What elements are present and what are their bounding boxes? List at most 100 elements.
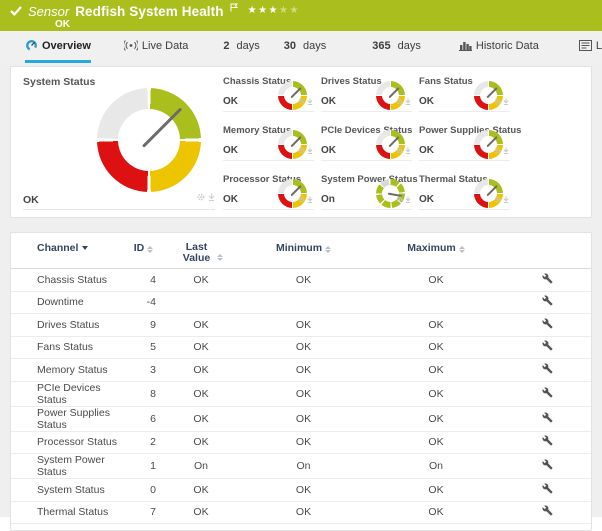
channel-settings-icon[interactable]: [542, 273, 553, 287]
channel-settings-icon[interactable]: [542, 505, 553, 519]
channel-last-value: OK: [166, 501, 236, 524]
tab-365-days[interactable]: 365 days: [372, 39, 421, 52]
gauge-value: OK: [223, 145, 238, 156]
tab-bar: Overview Live Data 2 days 30 days 365 days …: [0, 31, 602, 63]
column-header-minimum[interactable]: Minimum: [236, 233, 371, 269]
channel-name[interactable]: Drives Status: [11, 313, 121, 337]
channel-name[interactable]: Thermal Status: [11, 501, 121, 524]
channel-name[interactable]: Power Supplies Status: [11, 406, 121, 432]
tab-log[interactable]: Log: [578, 31, 602, 63]
gauge-pin-icon[interactable]: [503, 141, 509, 159]
channel-settings-icon[interactable]: [542, 435, 553, 449]
mini-gauge[interactable]: [376, 179, 405, 208]
mini-gauge[interactable]: [278, 179, 307, 208]
mini-gauge[interactable]: [278, 130, 307, 159]
gauge-pin-icon[interactable]: [405, 141, 411, 159]
mini-gauge[interactable]: [278, 81, 307, 110]
gauge-title: Drives Status: [321, 76, 382, 87]
channel-name[interactable]: Chassis Status: [11, 268, 121, 292]
channel-name[interactable]: Processor Status: [11, 431, 121, 454]
gauge-pin-icon[interactable]: [307, 141, 313, 159]
gauge-settings-icon[interactable]: [396, 92, 403, 110]
table-row: Fans Status 5 OK OK OK: [11, 336, 591, 359]
gauge-title: Chassis Status: [223, 76, 292, 87]
gauge-settings-icon[interactable]: [197, 188, 205, 206]
gauge-settings-icon[interactable]: [298, 92, 305, 110]
channel-name[interactable]: System Status: [11, 478, 121, 502]
gauge-settings-icon[interactable]: [396, 141, 403, 159]
gauge-settings-icon[interactable]: [494, 92, 501, 110]
gauge-value: OK: [23, 194, 39, 206]
tab-live-data[interactable]: Live Data: [123, 31, 188, 63]
channel-minimum: OK: [236, 313, 371, 337]
gauge-title: Processor Status: [223, 174, 302, 185]
gauge-settings-icon[interactable]: [298, 141, 305, 159]
gauge-pin-icon[interactable]: [307, 190, 313, 208]
gauge-pin-icon[interactable]: [208, 188, 215, 206]
channel-minimum: [236, 291, 371, 314]
channel-name[interactable]: System Power Status: [11, 453, 121, 479]
column-header-maximum[interactable]: Maximum: [371, 233, 501, 269]
channel-settings-icon[interactable]: [542, 483, 553, 497]
mini-gauge[interactable]: [474, 179, 503, 208]
channel-minimum: OK: [236, 268, 371, 292]
gauge-title: PCIe Devices Status: [321, 125, 413, 136]
gauge-pin-icon[interactable]: [503, 190, 509, 208]
live-signal-icon: [123, 40, 138, 51]
channel-maximum: OK: [371, 313, 501, 337]
channel-settings-icon[interactable]: [542, 295, 553, 309]
channel-minimum: On: [236, 453, 371, 479]
mini-gauge[interactable]: [376, 81, 405, 110]
table-row: Thermal Status 7 OK OK OK: [11, 501, 591, 524]
channel-name[interactable]: Memory Status: [11, 358, 121, 382]
star-rating[interactable]: ★★★★★: [248, 5, 300, 16]
gauge-pin-icon[interactable]: [307, 92, 313, 110]
channel-last-value: OK: [166, 336, 236, 359]
tab-30-days[interactable]: 30 days: [283, 39, 327, 52]
channel-name[interactable]: Fans Status: [11, 336, 121, 359]
gauge-title: Thermal Status: [419, 174, 488, 185]
gauge-pin-icon[interactable]: [405, 92, 411, 110]
channel-last-value: On: [166, 453, 236, 479]
main-gauge[interactable]: [97, 88, 201, 192]
channel-maximum: [371, 291, 501, 314]
mini-gauge[interactable]: [474, 130, 503, 159]
star-filled: ★★★: [247, 4, 280, 16]
gauge-settings-icon[interactable]: [494, 141, 501, 159]
channel-last-value: OK: [166, 381, 236, 407]
column-header-actions: [501, 233, 591, 269]
channel-settings-icon[interactable]: [542, 340, 553, 354]
mini-gauge[interactable]: [474, 81, 503, 110]
gauge-pin-icon[interactable]: [503, 92, 509, 110]
tab-overview[interactable]: Overview: [25, 31, 91, 63]
column-header-last-value[interactable]: Last Value: [166, 233, 236, 269]
table-row: Downtime -4: [11, 291, 591, 314]
channel-settings-icon[interactable]: [542, 459, 553, 473]
mini-gauge-cell: Power Supplies Status OK: [419, 119, 521, 161]
mini-gauge-cell: Memory Status OK: [223, 119, 314, 161]
channel-id: 2: [121, 431, 166, 454]
channel-minimum: OK: [236, 406, 371, 432]
flag-icon[interactable]: [230, 0, 238, 17]
gauge-pin-icon[interactable]: [405, 190, 411, 208]
channel-minimum: OK: [236, 501, 371, 524]
channel-settings-icon[interactable]: [542, 387, 553, 401]
channel-settings-icon[interactable]: [542, 363, 553, 377]
channel-settings-icon[interactable]: [542, 318, 553, 332]
channel-name[interactable]: Downtime: [11, 291, 121, 314]
tab-historic-data[interactable]: Historic Data: [458, 31, 539, 63]
column-header-channel[interactable]: Channel: [11, 233, 121, 269]
column-header-id[interactable]: ID: [121, 233, 166, 269]
gauge-settings-icon[interactable]: [494, 190, 501, 208]
mini-gauge-cell: Fans Status OK: [419, 70, 510, 112]
gauge-settings-icon[interactable]: [396, 190, 403, 208]
channel-id: 8: [121, 381, 166, 407]
channel-maximum: OK: [371, 268, 501, 292]
channel-id: -4: [121, 291, 166, 314]
channel-name[interactable]: PCIe Devices Status: [11, 381, 121, 407]
channel-minimum: OK: [236, 381, 371, 407]
channel-settings-icon[interactable]: [542, 412, 553, 426]
mini-gauge[interactable]: [376, 130, 405, 159]
gauge-settings-icon[interactable]: [298, 190, 305, 208]
tab-2-days[interactable]: 2 days: [223, 39, 260, 52]
